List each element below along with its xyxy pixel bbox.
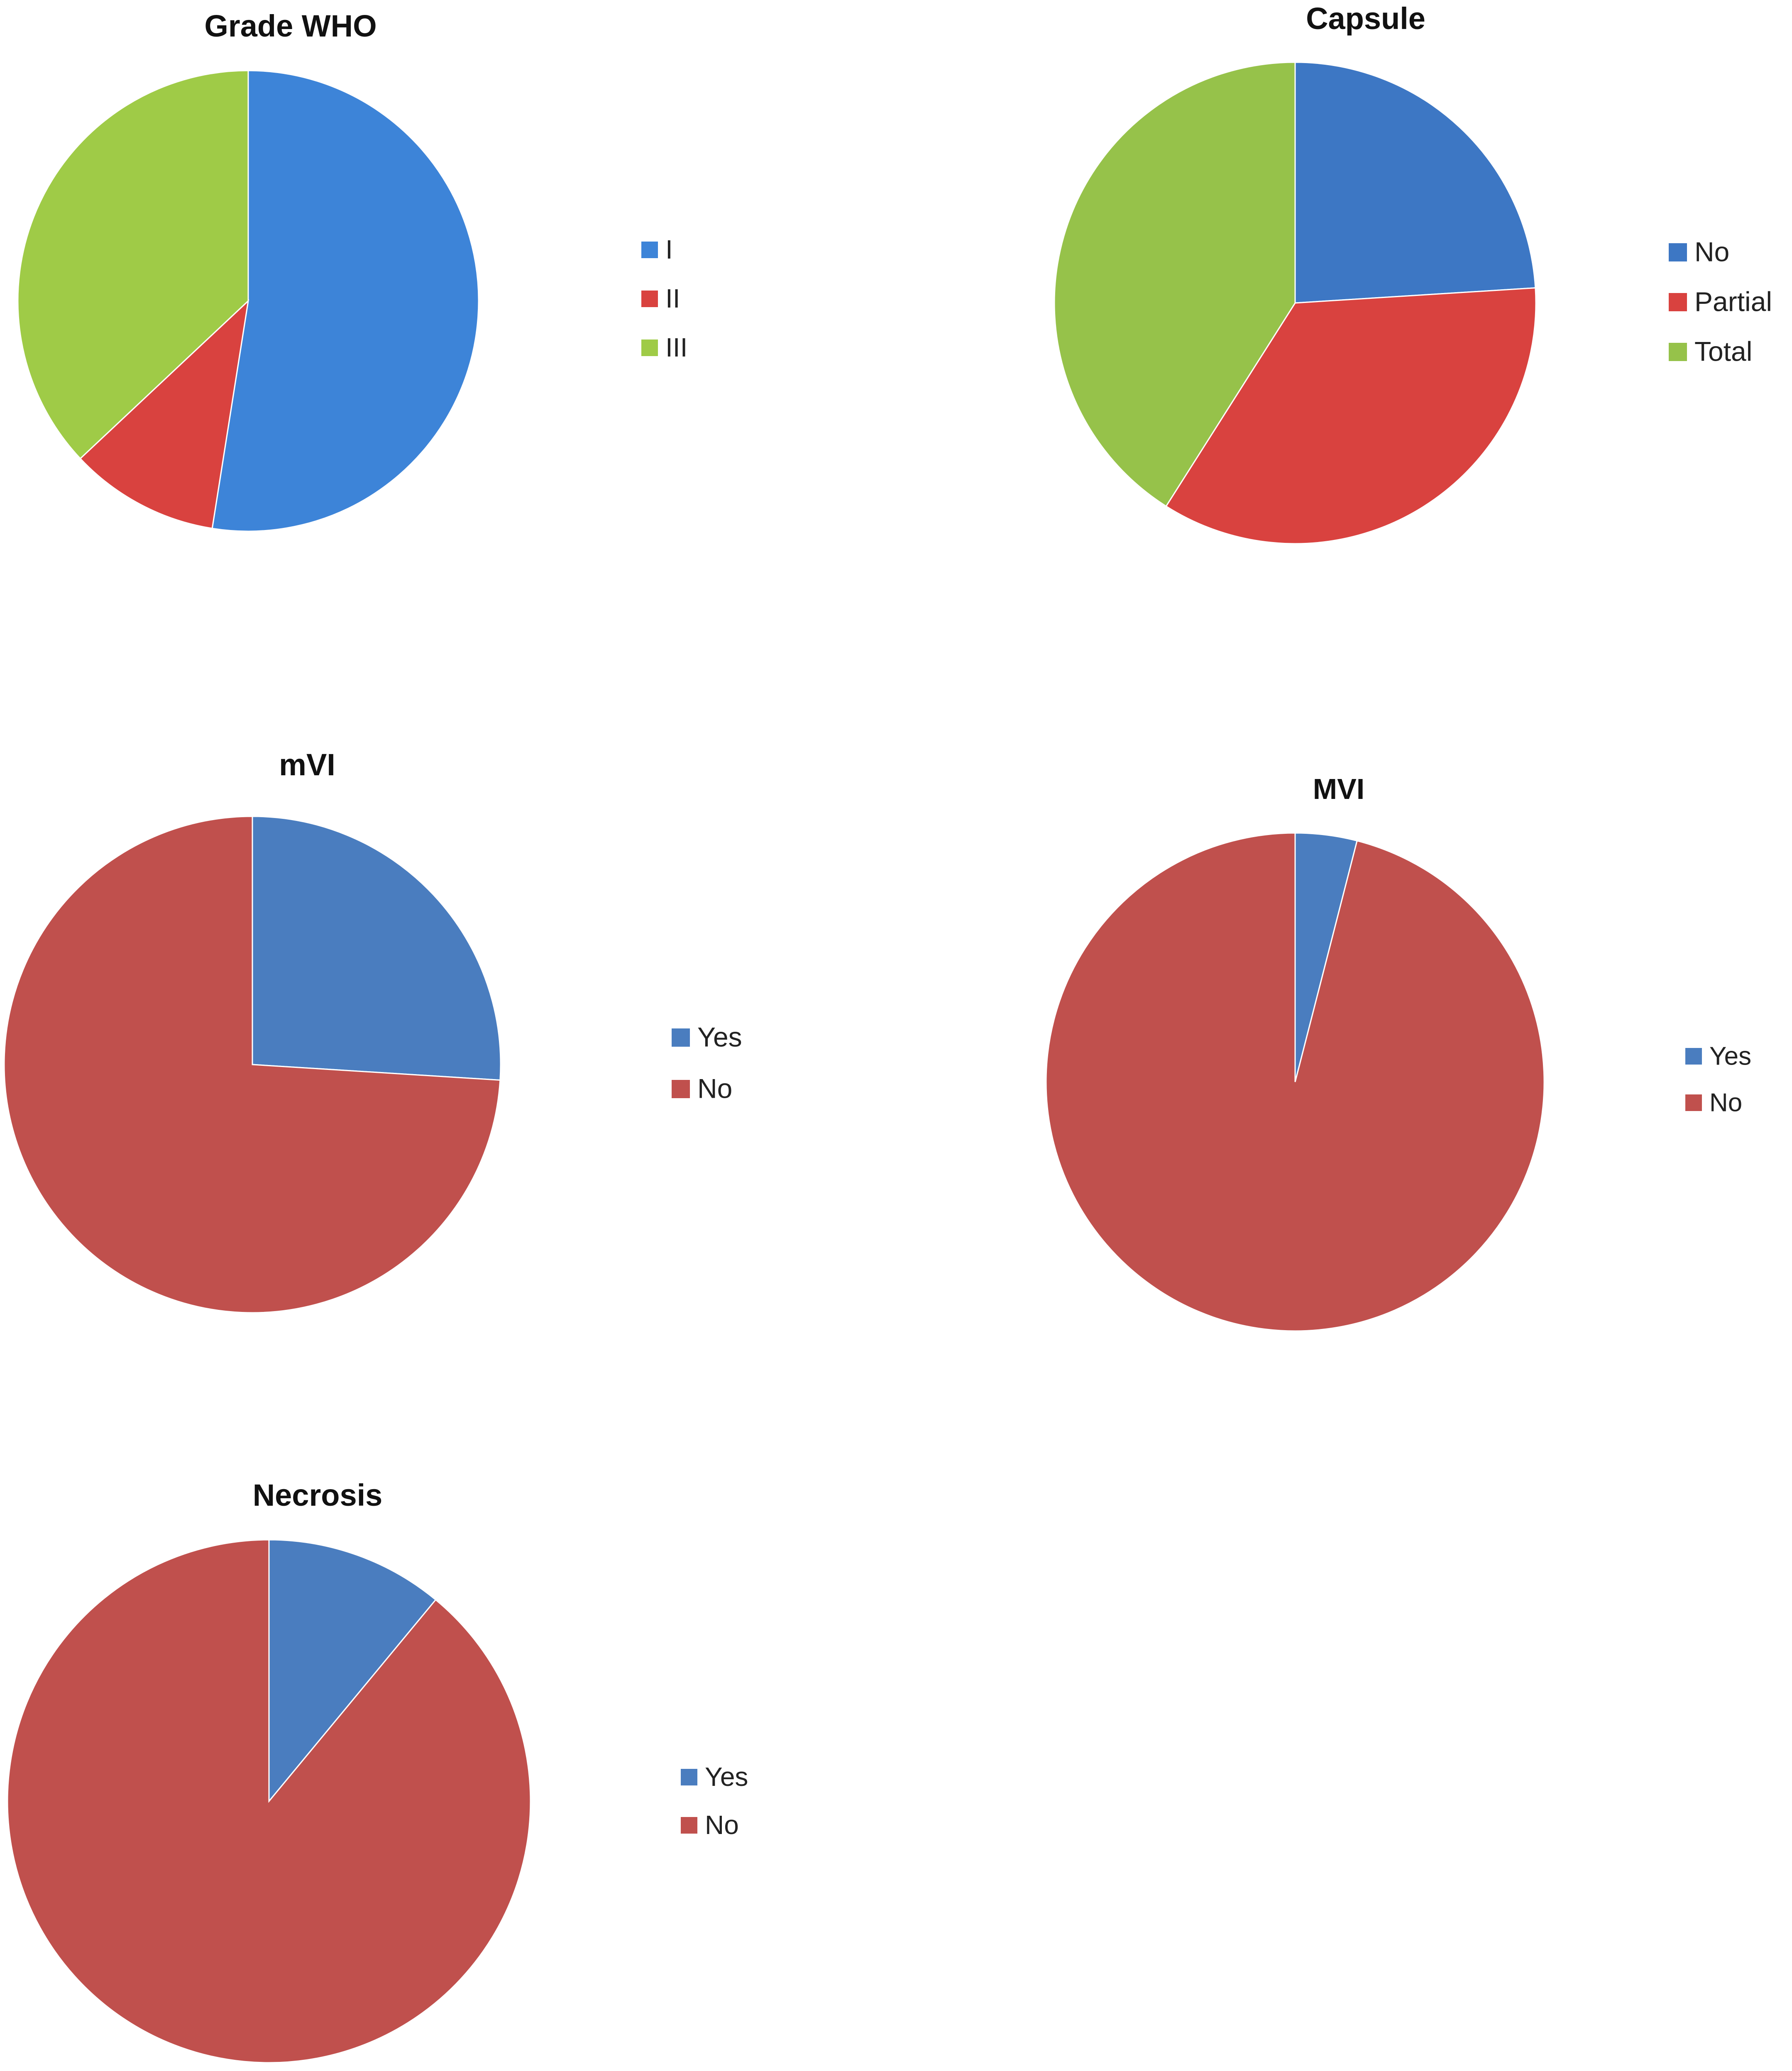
pie-slice-i: [211, 70, 479, 532]
pie-slice-yes: [268, 1539, 437, 1803]
pie-slice-yes: [252, 816, 501, 1081]
pie-slice-no: [7, 1539, 531, 2064]
legend-swatch-total: [1669, 343, 1687, 361]
pie-slice-ii: [79, 299, 249, 529]
chart-mvi-upper: MVI Yes No: [1045, 773, 1751, 1332]
chart-title: Grade WHO: [204, 9, 376, 43]
legend-label-no: No: [705, 1810, 739, 1840]
pie-slice-total: [1054, 61, 1296, 507]
legend-label-yes: Yes: [697, 1021, 742, 1052]
legend-label-partial: Partial: [1694, 286, 1772, 317]
legend-swatch-yes: [672, 1028, 690, 1047]
chart-mvi-lower: mVI Yes No: [3, 747, 742, 1314]
chart-necrosis: Necrosis Yes No: [7, 1478, 748, 2064]
legend-swatch-yes: [1685, 1048, 1702, 1065]
chart-title: Necrosis: [253, 1478, 383, 1512]
legend-swatch-ii: [641, 291, 658, 307]
chart-title: MVI: [1313, 773, 1364, 805]
chart-title: Capsule: [1306, 1, 1425, 36]
legend-swatch-iii: [641, 339, 658, 356]
pie-slice-partial: [1165, 287, 1537, 545]
legend-swatch-i: [641, 242, 658, 258]
legend-label-iii: III: [665, 332, 687, 362]
legend-swatch-no: [1669, 243, 1687, 261]
legend-swatch-no: [1685, 1094, 1702, 1111]
pie-slice-iii: [17, 70, 249, 460]
legend-label-i: I: [665, 234, 673, 264]
legend-swatch-no: [672, 1080, 690, 1098]
legend-swatch-partial: [1669, 293, 1687, 311]
legend-swatch-yes: [681, 1769, 697, 1785]
chart-capsule: Capsule No Partial Total: [1054, 1, 1772, 545]
pie-slice-no: [1045, 832, 1545, 1332]
legend-label-no: No: [1709, 1088, 1742, 1117]
legend-label-yes: Yes: [705, 1762, 748, 1792]
legend-label-no: No: [697, 1073, 732, 1104]
legend-label-no: No: [1694, 236, 1729, 267]
legend-label-total: Total: [1694, 336, 1752, 366]
pie-slice-no: [3, 816, 501, 1314]
legend-label-ii: II: [665, 283, 680, 313]
legend-label-yes: Yes: [1709, 1042, 1751, 1070]
legend-swatch-no: [681, 1817, 697, 1834]
pie-slice-no: [1294, 61, 1536, 304]
chart-title: mVI: [279, 747, 335, 782]
